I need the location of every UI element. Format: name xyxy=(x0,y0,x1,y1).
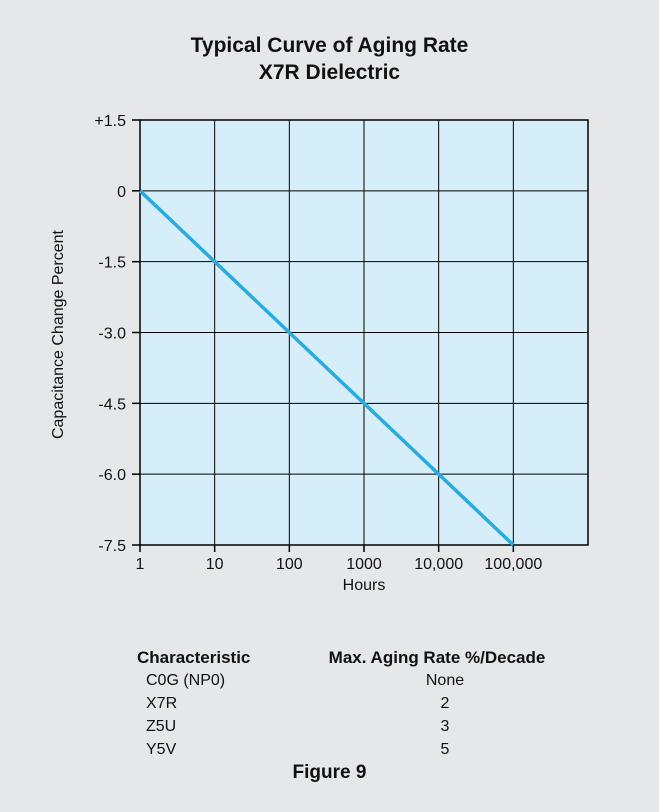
y-tick-label: -1.5 xyxy=(98,255,126,272)
table-row-1-characteristic: C0G (NP0) xyxy=(146,672,226,689)
table-row-3-rate: 3 xyxy=(440,718,450,735)
y-tick-label: -4.5 xyxy=(98,396,126,413)
table-row-4-rate: 5 xyxy=(440,741,450,758)
y-tick-label: -3.0 xyxy=(98,326,126,343)
x-tick-label: 1000 xyxy=(346,556,382,573)
table-row-4-characteristic: Y5V xyxy=(146,741,177,758)
table-row-2-rate: 2 xyxy=(440,695,450,712)
table-row-1-rate: None xyxy=(425,672,465,689)
table-header-aging-rate: Max. Aging Rate %/Decade xyxy=(328,648,546,667)
y-axis-label: Capacitance Change Percent xyxy=(50,229,67,439)
y-tick-label: -7.5 xyxy=(98,538,126,555)
x-tick-label: 10 xyxy=(206,556,224,573)
x-tick-label: 100,000 xyxy=(484,556,542,573)
figure-label: Figure 9 xyxy=(292,762,367,783)
table-header-characteristic: Characteristic xyxy=(137,648,251,667)
x-axis-label: Hours xyxy=(343,577,386,594)
aging-rate-chart: +1.5 0 -1.5 -3.0 -4.5 -6.0 -7.5 1 10 100 1000 10,00… xyxy=(50,113,589,594)
table-row-3-characteristic: Z5U xyxy=(146,718,177,735)
chart-title-line-1: Typical Curve of Aging Rate xyxy=(190,34,469,57)
x-tick-label: 1 xyxy=(136,556,145,573)
chart-title-line-2: X7R Dielectric xyxy=(258,61,401,84)
y-tick-label: +1.5 xyxy=(94,113,126,130)
table-row-2-characteristic: X7R xyxy=(146,695,178,712)
x-tick-label: 10,000 xyxy=(414,556,463,573)
y-tick-label: -6.0 xyxy=(98,467,126,484)
y-tick-label: 0 xyxy=(117,184,126,201)
x-tick-label: 100 xyxy=(276,556,303,573)
aging-curve-line xyxy=(138,189,515,547)
